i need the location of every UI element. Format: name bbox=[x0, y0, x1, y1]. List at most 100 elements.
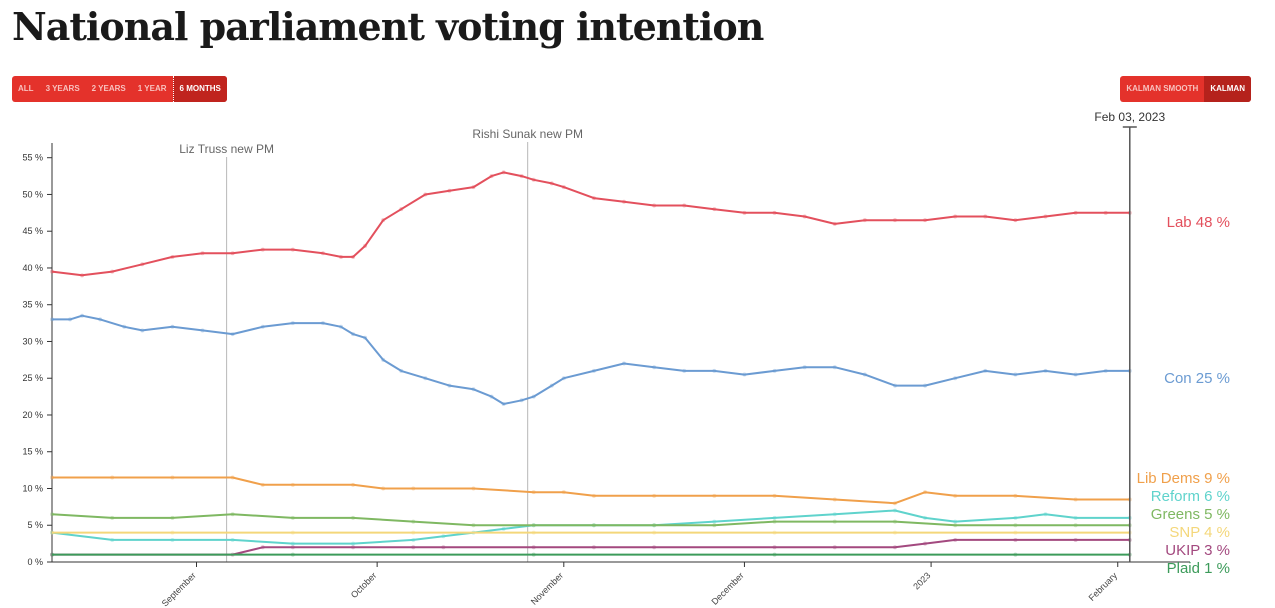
data-point-ukip bbox=[290, 545, 295, 550]
data-point-lab bbox=[742, 210, 747, 215]
data-point-con bbox=[622, 361, 627, 366]
y-tick-label: 50 % bbox=[22, 189, 43, 199]
y-tick-label: 30 % bbox=[22, 336, 43, 346]
data-point-plaid bbox=[50, 552, 54, 557]
data-point-reform bbox=[351, 541, 356, 546]
range-6-months-button[interactable]: 6 MONTHS bbox=[172, 76, 227, 102]
data-point-lab bbox=[802, 214, 807, 219]
series-line-ukip bbox=[52, 538, 1130, 556]
data-point-greens bbox=[892, 519, 897, 524]
data-point-reform bbox=[411, 537, 416, 542]
data-point-lab bbox=[140, 262, 145, 267]
data-point-con bbox=[802, 365, 807, 370]
data-point-ukip bbox=[441, 545, 446, 550]
data-point-lib-dems bbox=[1073, 497, 1078, 502]
y-tick-label: 10 % bbox=[22, 483, 43, 493]
series-line-lab bbox=[51, 171, 1130, 277]
data-point-lib-dems bbox=[230, 475, 235, 480]
data-point-greens bbox=[591, 523, 596, 528]
data-point-con bbox=[339, 324, 344, 329]
y-tick-label: 25 % bbox=[22, 373, 43, 383]
y-tick-label: 15 % bbox=[22, 447, 43, 457]
kalman-smooth-button[interactable]: KALMAN SMOOTH bbox=[1126, 84, 1199, 93]
kalman-button[interactable]: KALMAN bbox=[1204, 76, 1251, 102]
data-point-lab bbox=[531, 177, 536, 182]
data-point-greens bbox=[1013, 523, 1018, 528]
data-point-reform bbox=[892, 508, 897, 513]
data-point-con bbox=[399, 368, 404, 373]
range-1-year-button[interactable]: 1 YEAR bbox=[137, 84, 167, 93]
data-point-lib-dems bbox=[411, 486, 416, 491]
data-point-con bbox=[290, 321, 295, 326]
data-point-lib-dems bbox=[772, 493, 777, 498]
end-label-snp: SNP 4 % bbox=[1169, 524, 1230, 541]
data-point-con bbox=[80, 313, 85, 318]
data-point-snp bbox=[170, 530, 175, 535]
data-point-lab bbox=[1103, 210, 1108, 215]
data-point-lab bbox=[80, 273, 85, 278]
data-point-greens bbox=[652, 523, 657, 528]
data-point-greens bbox=[712, 523, 717, 528]
data-point-reform bbox=[772, 515, 777, 520]
x-tick-label: September bbox=[160, 570, 198, 608]
data-point-ukip bbox=[923, 541, 928, 546]
data-point-reform bbox=[923, 515, 928, 520]
data-point-ukip bbox=[652, 545, 657, 550]
data-point-ukip bbox=[351, 545, 356, 550]
data-point-lib-dems bbox=[953, 493, 958, 498]
data-point-lib-dems bbox=[892, 501, 897, 506]
data-point-lab bbox=[1013, 218, 1018, 223]
data-point-lab bbox=[381, 218, 386, 223]
page-title: National parliament voting intention bbox=[12, 4, 764, 49]
data-point-ukip bbox=[411, 545, 416, 550]
data-point-lab bbox=[561, 185, 566, 190]
data-point-lab bbox=[832, 221, 837, 226]
data-point-snp bbox=[531, 530, 536, 535]
data-point-lib-dems bbox=[1013, 493, 1018, 498]
data-point-reform bbox=[110, 537, 115, 542]
data-point-snp bbox=[50, 530, 54, 535]
end-label-con: Con 25 % bbox=[1164, 370, 1230, 387]
y-tick-label: 40 % bbox=[22, 263, 43, 273]
data-point-lib-dems bbox=[652, 493, 657, 498]
data-point-lab bbox=[339, 254, 344, 259]
data-point-lib-dems bbox=[832, 497, 837, 502]
data-point-con bbox=[531, 394, 536, 399]
data-point-con bbox=[561, 376, 566, 381]
range-3-years-button[interactable]: 3 YEARS bbox=[45, 84, 80, 93]
data-point-ukip bbox=[953, 537, 958, 542]
data-point-snp bbox=[290, 530, 295, 535]
range-all-button[interactable]: ALL bbox=[18, 84, 34, 93]
data-point-con bbox=[742, 372, 747, 377]
x-tick-label: October bbox=[349, 570, 379, 600]
smoothing-selector: KALMAN SMOOTH KALMAN bbox=[1120, 76, 1251, 102]
annotation-label: Rishi Sunak new PM bbox=[472, 127, 583, 141]
data-point-reform bbox=[1043, 512, 1048, 517]
data-point-lab bbox=[351, 254, 356, 259]
data-point-con bbox=[140, 328, 145, 333]
data-point-ukip bbox=[260, 545, 265, 550]
data-point-snp bbox=[892, 530, 897, 535]
series-line-lib-dems bbox=[52, 476, 1130, 505]
y-tick-label: 35 % bbox=[22, 300, 43, 310]
data-point-con bbox=[471, 387, 476, 392]
data-point-reform bbox=[1073, 515, 1078, 520]
data-point-con bbox=[122, 324, 127, 329]
y-tick-label: 20 % bbox=[22, 410, 43, 420]
data-point-greens bbox=[50, 512, 54, 517]
data-point-lib-dems bbox=[923, 490, 928, 495]
data-point-greens bbox=[110, 515, 115, 520]
data-point-lab bbox=[471, 185, 476, 190]
end-label-lib-dems: Lib Dems 9 % bbox=[1137, 470, 1230, 487]
data-point-lib-dems bbox=[591, 493, 596, 498]
end-label-greens: Greens 5 % bbox=[1151, 506, 1230, 523]
x-tick-label: 2023 bbox=[911, 570, 932, 591]
data-point-lab bbox=[549, 181, 554, 186]
data-point-con bbox=[1013, 372, 1018, 377]
range-2-years-button[interactable]: 2 YEARS bbox=[91, 84, 126, 93]
data-point-reform bbox=[230, 537, 235, 542]
data-point-con bbox=[320, 321, 325, 326]
data-point-reform bbox=[712, 519, 717, 524]
x-tick-label: November bbox=[529, 570, 565, 606]
